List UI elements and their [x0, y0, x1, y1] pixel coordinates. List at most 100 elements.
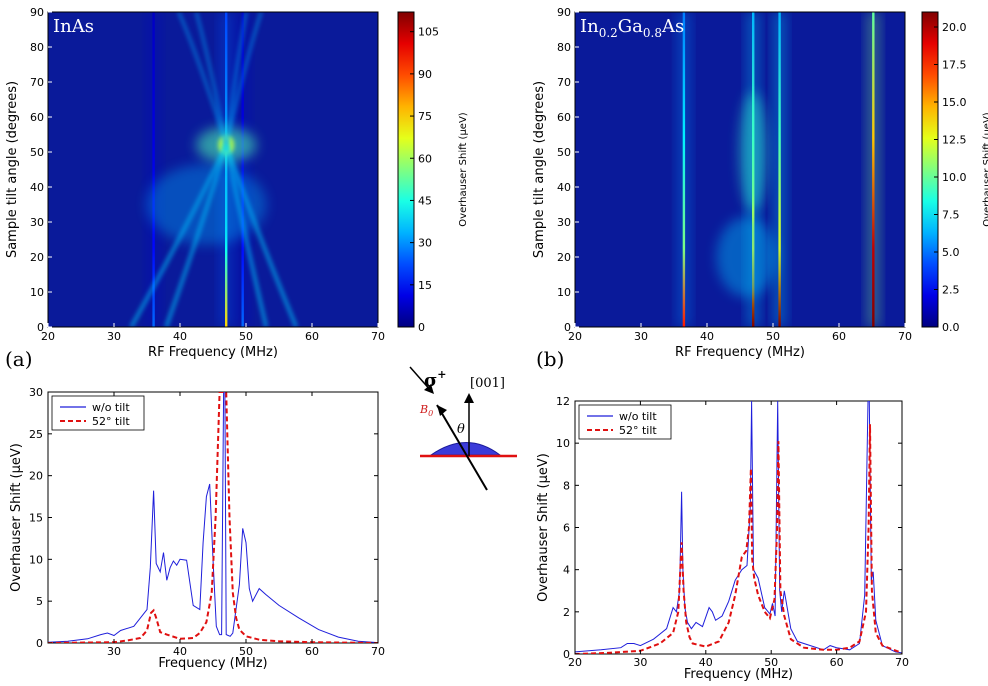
x-tick-label: 30: [107, 330, 121, 343]
resonance-line: [241, 12, 244, 327]
colorbar-tick-label: 105: [418, 26, 439, 39]
title-part: In: [580, 16, 599, 37]
y-tick-label: 30: [29, 386, 43, 399]
y-tick-label: 10: [557, 286, 571, 299]
colorbar-label: Overhauser Shift (μeV): [458, 112, 469, 226]
y-axis-label: Sample tilt angle (degrees): [532, 81, 547, 258]
y-tick-label: 12: [556, 395, 570, 408]
y-tick-label: 80: [557, 41, 571, 54]
y-tick-label: 40: [557, 181, 571, 194]
colorbar-tick-label: 90: [418, 68, 432, 81]
y-tick-label: 8: [563, 479, 570, 492]
plot-frame: [574, 11, 906, 328]
x-tick-label: 30: [634, 330, 648, 343]
x-tick-label: 60: [830, 656, 844, 669]
fan-branch: [224, 12, 248, 146]
y-tick-label: 80: [30, 41, 44, 54]
y-axis-label: Sample tilt angle (degrees): [5, 81, 20, 258]
plot-frame: [574, 400, 903, 655]
y-tick-label: 30: [30, 216, 44, 229]
legend-box: [51, 395, 145, 431]
y-tick-label: 15: [29, 512, 43, 525]
y-tick-label: 5: [36, 595, 43, 608]
y-tick-label: 70: [557, 76, 571, 89]
series-line-tilt: [575, 424, 902, 654]
y-tick-label: 20: [557, 251, 571, 264]
x-axis-label: Frequency (MHz): [684, 667, 793, 682]
legend-box: [578, 404, 672, 440]
plot-frame: [47, 11, 379, 328]
series-line-tilt: [48, 392, 378, 643]
axis-label: [001]: [470, 376, 505, 391]
field-arrow: [436, 404, 488, 491]
sigma-superscript: +: [437, 368, 446, 381]
x-axis-label: RF Frequency (MHz): [148, 345, 278, 360]
geometry-diagram: σ+ [001] B0 θ: [409, 366, 517, 491]
legend-label: w/o tilt: [619, 410, 657, 423]
colorbar-tick-label: 20.0: [942, 21, 967, 34]
arrowhead: [424, 384, 434, 394]
series-line-no-tilt: [48, 392, 378, 643]
hmB-panel: 20 30 40 50 60 70 0 10 20 30 40 50 60 70 80 90 RF Freque…: [532, 6, 988, 360]
colorbar-tick-label: 60: [418, 152, 432, 165]
y-tick-label: 0: [563, 648, 570, 661]
diffuse-region: [739, 92, 768, 212]
y-tick-label: 0: [36, 637, 43, 650]
x-tick-label: 30: [633, 656, 647, 669]
fan-branch: [177, 12, 228, 146]
colorbar-tick-label: 0.0: [942, 321, 960, 334]
x-tick-label: 50: [766, 330, 780, 343]
fan-branch: [194, 12, 228, 146]
x-tick-label: 40: [700, 330, 714, 343]
y-axis-label: Overhauser Shift (μeV): [9, 443, 24, 592]
x-tick-label: 40: [173, 645, 187, 658]
x-tick-label: 30: [107, 645, 121, 658]
colorbar: [397, 11, 415, 328]
colorbar-tick-label: 30: [418, 237, 432, 250]
lineB-panel: 20 30 40 50 60 70 0 2 4 6 8 10 12 Frequency (MHz) Over…: [536, 395, 909, 682]
plot-title: In0.2Ga0.8As: [580, 16, 684, 40]
y-tick-label: 0: [37, 321, 44, 334]
field-label: B0: [419, 403, 433, 418]
colorbar-tick-label: 10.0: [942, 171, 967, 184]
y-tick-label: 2: [563, 606, 570, 619]
y-tick-label: 20: [29, 470, 43, 483]
title-subscript: 0.8: [643, 26, 662, 40]
resonance-line: [872, 12, 875, 327]
y-tick-label: 90: [30, 6, 44, 19]
x-tick-label: 70: [895, 656, 909, 669]
title-subscript: 0.2: [599, 26, 618, 40]
hmA-panel: 20 30 40 50 60 70 0 10 20 30 40 50 60 70 80 90 RF Freque…: [5, 6, 469, 360]
x-axis-label: Frequency (MHz): [158, 656, 267, 671]
y-tick-label: 90: [557, 6, 571, 19]
colorbar-tick-label: 2.5: [942, 284, 960, 297]
x-tick-label: 70: [898, 330, 912, 343]
legend-label: 52° tilt: [619, 424, 657, 437]
y-tick-label: 70: [30, 76, 44, 89]
sigma-symbol: σ: [424, 370, 437, 391]
fan-branch: [224, 144, 299, 327]
colorbar-tick-label: 7.5: [942, 209, 960, 222]
x-tick-label: 70: [371, 645, 385, 658]
y-tick-label: 40: [30, 181, 44, 194]
series-line-no-tilt: [575, 401, 902, 654]
y-axis-label: Overhauser Shift (μeV): [536, 453, 551, 602]
lineA-panel: 30 40 50 60 70 0 5 10 15 20 25 30 Frequency (MHz) Ove…: [9, 386, 385, 671]
y-tick-label: 60: [557, 111, 571, 124]
x-tick-label: 20: [41, 330, 55, 343]
y-tick-label: 50: [557, 146, 571, 159]
colorbar-tick-label: 15.0: [942, 96, 967, 109]
heatmap-content: [129, 12, 299, 327]
x-tick-label: 60: [305, 645, 319, 658]
x-tick-label: 70: [371, 330, 385, 343]
x-tick-label: 60: [305, 330, 319, 343]
x-tick-label: 50: [239, 645, 253, 658]
resonance-line: [682, 12, 686, 327]
colorbar-tick-label: 0: [418, 321, 425, 334]
colorbar-tick-label: 75: [418, 110, 432, 123]
y-tick-label: 6: [563, 522, 570, 535]
y-tick-label: 10: [30, 286, 44, 299]
resonance-line: [778, 12, 781, 327]
title-part: Ga: [618, 16, 643, 37]
